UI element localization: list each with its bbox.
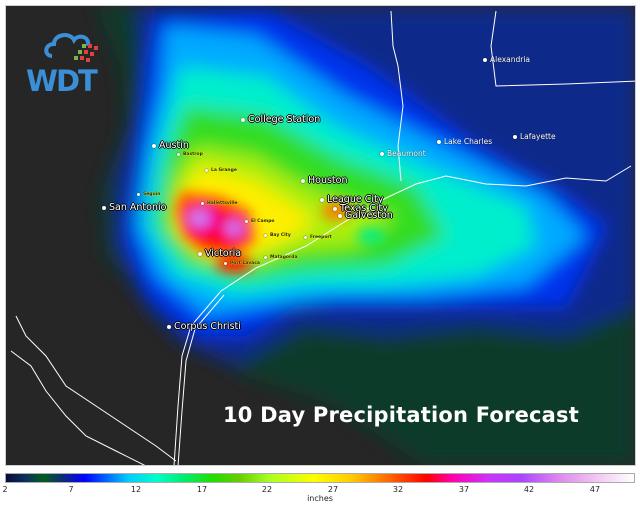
city-label: College Station	[248, 114, 321, 125]
city-dot-icon	[437, 139, 441, 144]
wdt-logo: WDT	[24, 26, 134, 98]
colorbar-unit-label: inches	[307, 494, 333, 503]
city-label: Freeport	[310, 235, 332, 240]
colorbar-tick-label: 7	[68, 485, 74, 494]
city-label: Bastrop	[183, 152, 203, 157]
city-dot-icon	[137, 193, 140, 196]
city-label: Houston	[308, 175, 348, 186]
colorbar-tick-label: 32	[392, 485, 404, 494]
colorbar-tick-label: 2	[2, 485, 8, 494]
city-marker: Corpus Christi	[167, 321, 241, 332]
map-title: 10 Day Precipitation Forecast	[223, 403, 579, 427]
logo-text: WDT	[26, 64, 98, 98]
city-label: La Grange	[211, 168, 237, 173]
city-label: Corpus Christi	[174, 321, 241, 332]
city-dot-icon	[483, 57, 487, 62]
city-marker: Houston	[301, 175, 347, 186]
city-marker: Port Lavaca	[224, 261, 260, 266]
city-dot-icon	[264, 234, 267, 237]
city-dot-icon	[338, 213, 342, 218]
city-label: Bay City	[270, 233, 291, 238]
city-dot-icon	[264, 256, 267, 259]
city-label: Victoria	[205, 248, 242, 259]
city-dot-icon	[513, 134, 517, 139]
city-label: Hallettsville	[207, 201, 238, 206]
city-marker: Beaumont	[380, 149, 426, 158]
city-dot-icon	[177, 153, 180, 156]
city-label: El Campo	[251, 219, 275, 224]
city-label: Seguin	[143, 192, 161, 197]
city-label: Port Lavaca	[230, 261, 260, 266]
city-label: League City	[327, 194, 384, 205]
colorbar-tick-label: 37	[458, 485, 470, 494]
colorbar-tick-label: 42	[523, 485, 535, 494]
city-dot-icon	[224, 262, 227, 265]
city-dot-icon	[205, 169, 208, 172]
city-marker: Matagorda	[264, 255, 298, 260]
city-label: Lafayette	[520, 132, 556, 141]
city-marker: Bastrop	[177, 152, 203, 157]
city-label: Matagorda	[270, 255, 298, 260]
colorbar-tick-label: 22	[261, 485, 273, 494]
city-dot-icon	[380, 151, 384, 156]
city-marker: Galveston	[338, 210, 393, 221]
precipitation-field	[10, 6, 635, 465]
city-label: Texas City	[340, 203, 388, 214]
city-dot-icon	[304, 236, 307, 239]
city-marker: Victoria	[198, 248, 241, 259]
city-marker: El Campo	[245, 219, 275, 224]
colorbar-tick-label: 47	[589, 485, 601, 494]
city-marker: League City	[320, 194, 383, 205]
precipitation-map[interactable]: WDT Alexandria Austin College Station Beaum…	[5, 5, 636, 466]
city-label: Lake Charles	[444, 137, 493, 146]
city-marker: San Antonio	[102, 202, 166, 213]
colorbar-tick-label: 27	[327, 485, 339, 494]
city-label: Alexandria	[490, 55, 531, 64]
city-dot-icon	[333, 206, 337, 211]
colorbar-tick-label: 17	[196, 485, 208, 494]
city-marker: College Station	[241, 114, 320, 125]
city-dot-icon	[201, 202, 204, 205]
city-marker: Seguin	[137, 192, 160, 197]
city-label: Beaumont	[387, 149, 426, 158]
coastline	[10, 10, 635, 465]
city-label: Austin	[159, 140, 189, 151]
city-marker: Austin	[152, 140, 189, 151]
cloud-data-logo-icon	[44, 33, 98, 62]
precipitation-colorbar	[5, 473, 635, 483]
colorbar-tick-label: 12	[130, 485, 142, 494]
city-dot-icon	[102, 205, 106, 210]
city-dot-icon	[198, 251, 202, 256]
city-marker: Lafayette	[513, 132, 556, 141]
city-marker: Alexandria	[483, 55, 530, 64]
city-marker: Lake Charles	[437, 137, 492, 146]
city-dot-icon	[301, 178, 305, 183]
city-marker: Hallettsville	[201, 201, 238, 206]
city-marker: Bay City	[264, 233, 291, 238]
city-dot-icon	[245, 220, 248, 223]
city-dot-icon	[320, 197, 324, 202]
city-label: San Antonio	[109, 202, 167, 213]
city-dot-icon	[152, 143, 156, 148]
city-dot-icon	[241, 117, 245, 122]
city-marker: La Grange	[205, 168, 237, 173]
city-dot-icon	[167, 324, 171, 329]
city-marker: Freeport	[304, 235, 332, 240]
city-label: Galveston	[345, 210, 393, 221]
city-marker: Texas City	[333, 203, 388, 214]
